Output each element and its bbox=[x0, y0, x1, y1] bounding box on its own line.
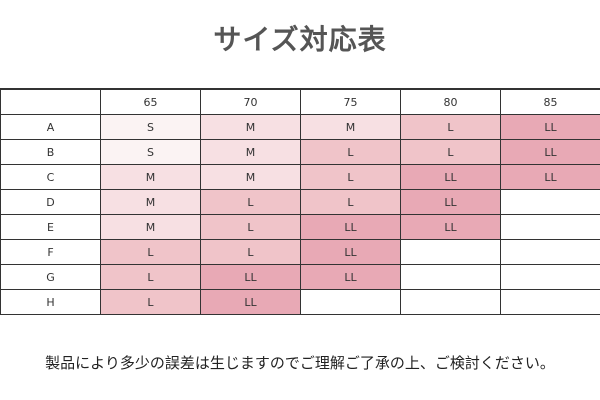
table-row: D M L L LL bbox=[0, 189, 600, 215]
size-cell: M bbox=[200, 164, 301, 190]
column-header: 75 bbox=[300, 88, 401, 115]
page-title: サイズ対応表 bbox=[213, 23, 387, 56]
column-header: 85 bbox=[500, 88, 600, 115]
size-cell: M bbox=[300, 114, 401, 140]
disclaimer-note: 製品により多少の誤差は生じますのでご理解ご了承の上、ご検討ください。 bbox=[45, 354, 555, 372]
row-label: A bbox=[0, 114, 101, 140]
row-label: C bbox=[0, 164, 101, 190]
row-label: E bbox=[0, 214, 101, 240]
size-cell: LL bbox=[500, 164, 600, 190]
table-row: B S M L L LL bbox=[0, 139, 600, 165]
header-row: 65 70 75 80 85 bbox=[0, 88, 600, 115]
size-cell bbox=[400, 289, 501, 315]
size-cell: M bbox=[100, 189, 201, 215]
size-cell: LL bbox=[200, 264, 301, 290]
size-cell: LL bbox=[500, 139, 600, 165]
size-cell: S bbox=[100, 114, 201, 140]
table-row: C M M L LL LL bbox=[0, 164, 600, 190]
size-cell bbox=[500, 264, 600, 290]
row-label: D bbox=[0, 189, 101, 215]
size-cell: M bbox=[200, 139, 301, 165]
size-cell bbox=[500, 239, 600, 265]
row-label: G bbox=[0, 264, 101, 290]
size-cell: M bbox=[100, 214, 201, 240]
size-cell bbox=[300, 289, 401, 315]
size-table: 65 70 75 80 85 A S M M L LL B S M L L LL C M M L LL LL D M L L LL E M… bbox=[0, 88, 600, 315]
size-cell: L bbox=[100, 239, 201, 265]
size-cell: L bbox=[100, 289, 201, 315]
column-header bbox=[0, 88, 101, 115]
table-row: H L LL bbox=[0, 289, 600, 315]
size-cell: LL bbox=[300, 214, 401, 240]
size-cell: LL bbox=[400, 214, 501, 240]
size-cell: L bbox=[400, 114, 501, 140]
size-cell: L bbox=[200, 239, 301, 265]
size-cell bbox=[400, 239, 501, 265]
column-header: 80 bbox=[400, 88, 501, 115]
table-row: G L LL LL bbox=[0, 264, 600, 290]
table-row: A S M M L LL bbox=[0, 114, 600, 140]
table-row: F L L LL bbox=[0, 239, 600, 265]
size-cell: L bbox=[300, 139, 401, 165]
size-cell: L bbox=[300, 164, 401, 190]
row-label: B bbox=[0, 139, 101, 165]
size-cell: L bbox=[300, 189, 401, 215]
size-cell: LL bbox=[400, 164, 501, 190]
size-cell: M bbox=[200, 114, 301, 140]
size-cell: L bbox=[200, 189, 301, 215]
size-cell: LL bbox=[300, 264, 401, 290]
row-label: F bbox=[0, 239, 101, 265]
column-header: 70 bbox=[200, 88, 301, 115]
size-cell: L bbox=[200, 214, 301, 240]
size-cell: L bbox=[400, 139, 501, 165]
size-cell bbox=[500, 189, 600, 215]
size-cell: LL bbox=[300, 239, 401, 265]
size-cell bbox=[400, 264, 501, 290]
row-label: H bbox=[0, 289, 101, 315]
size-cell: M bbox=[100, 164, 201, 190]
table-row: E M L LL LL bbox=[0, 214, 600, 240]
size-cell: LL bbox=[400, 189, 501, 215]
size-cell: L bbox=[100, 264, 201, 290]
size-cell: LL bbox=[200, 289, 301, 315]
size-cell: LL bbox=[500, 114, 600, 140]
size-cell bbox=[500, 214, 600, 240]
size-cell bbox=[500, 289, 600, 315]
size-cell: S bbox=[100, 139, 201, 165]
column-header: 65 bbox=[100, 88, 201, 115]
